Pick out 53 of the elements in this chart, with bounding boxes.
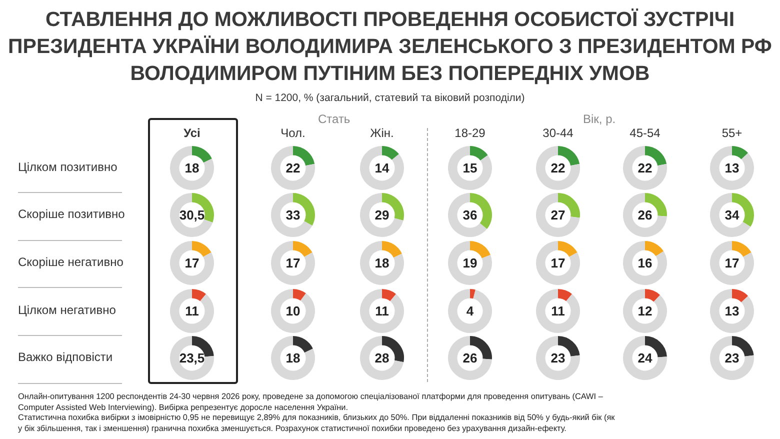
- text: Онлайн-опитування 1200 респондентів 24-30 червня 2026 року, проведене за допомогою спеціалізованої платформи для проведення опитувань (CAWI – Computer Assisted Web Interviewing). Вибірка репрезентує доросле населення України.: [18, 392, 604, 413]
- text: 13: [724, 160, 740, 176]
- text: 17: [184, 256, 200, 271]
- text: 24: [638, 350, 653, 366]
- text: 23: [550, 350, 566, 366]
- chart-title: 30-44: [542, 126, 574, 140]
- text: 19: [462, 256, 478, 271]
- text: 18: [184, 160, 200, 176]
- text: 12: [638, 304, 652, 319]
- text: 27: [550, 208, 566, 223]
- text: 29: [374, 208, 390, 223]
- chart-title: Усі: [182, 126, 202, 140]
- text: 33: [286, 208, 300, 223]
- chart-title: Жін.: [369, 126, 395, 140]
- text: 17: [286, 256, 300, 271]
- text: 13: [724, 304, 740, 319]
- text: 23,5: [179, 350, 205, 366]
- text: 30,5: [179, 208, 205, 223]
- text: 22: [286, 160, 300, 176]
- text: 26: [462, 350, 478, 366]
- text: 22: [638, 160, 652, 176]
- text: Важко відповісти: [18, 350, 114, 364]
- text: Стать: [318, 112, 350, 126]
- chart-title: 55+: [720, 126, 744, 140]
- text: 15: [462, 160, 478, 176]
- text: 4: [466, 304, 474, 319]
- text: 11: [551, 304, 565, 319]
- chart-title: 18-29: [454, 126, 486, 140]
- text: 18: [374, 256, 390, 271]
- text: 11: [375, 304, 389, 319]
- text: Цілком негативно: [18, 303, 117, 317]
- text: 17: [724, 256, 740, 271]
- text: 11: [185, 304, 199, 319]
- text: 17: [550, 256, 566, 271]
- chart-title: 45-54: [628, 126, 662, 140]
- text: 10: [286, 304, 300, 319]
- text: Вік, р.: [583, 112, 616, 126]
- text: Скоріше позитивно: [18, 207, 126, 221]
- text: 34: [724, 208, 740, 223]
- text: 23: [724, 350, 740, 366]
- text: 14: [374, 160, 390, 176]
- text: 36: [462, 208, 478, 223]
- text: 26: [638, 208, 652, 223]
- chart-title: Чол.: [280, 126, 306, 140]
- text: Цілком позитивно: [18, 160, 118, 174]
- text: 28: [374, 350, 390, 366]
- text: Статистична похибка вибірки з імовірністю 0,95 не перевищує 2,89% для показників, близьких до 50%. При віддаленні показників від 50% у будь-який бік (як у бік збільшення, так і зменшення) гранична похибка зменшується. Розрахунок статистичної похибки проведено без урахування дизайн-ефекту.: [18, 413, 616, 434]
- text: 16: [638, 256, 652, 271]
- text: 22: [550, 160, 566, 176]
- text: 18: [286, 350, 300, 366]
- text: N = 1200, % (загальний, статевий та віковий розподіли): [254, 92, 526, 104]
- text: Скоріше негативно: [18, 255, 124, 269]
- text: СТАВЛЕННЯ ДО МОЖЛИВОСТІ ПРОВЕДЕННЯ ОСОБИСТОЇ ЗУСТРІЧІ ПРЕЗИДЕНТА УКРАЇНИ ВОЛОДИМИРА ЗЕЛЕНСЬКОГО З ПРЕЗИДЕНТОМ РФ ВОЛОДИМИРОМ ПУТІНИМ БЕЗ ПОПЕРЕДНІХ УМОВ: [7, 7, 773, 87]
